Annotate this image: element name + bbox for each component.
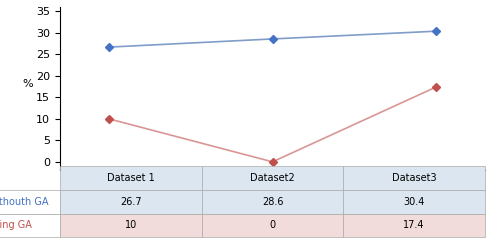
Y-axis label: %: % <box>22 79 33 89</box>
